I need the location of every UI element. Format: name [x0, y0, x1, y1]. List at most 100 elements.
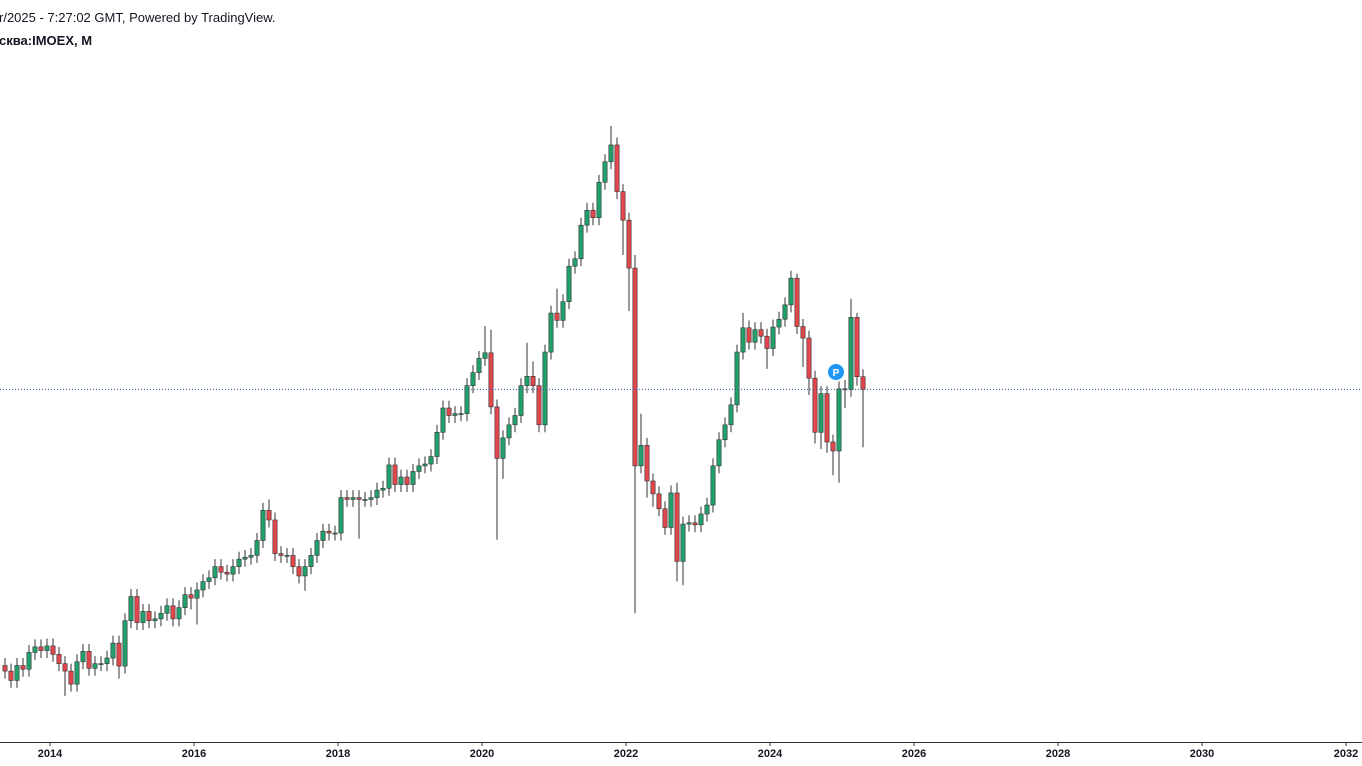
candle-body	[728, 404, 734, 426]
candle-body	[152, 618, 158, 622]
candle-body	[344, 497, 350, 500]
candle-body	[386, 464, 392, 489]
candle-body	[860, 376, 866, 390]
candle-body	[614, 144, 620, 192]
candle-body	[692, 522, 698, 526]
candle-body	[530, 376, 536, 386]
candle-body	[752, 329, 758, 343]
candle-body	[218, 566, 224, 573]
candle-body	[656, 493, 662, 510]
candle-body	[338, 497, 344, 534]
x-tick-label: 2026	[902, 748, 926, 760]
candle-body	[518, 385, 524, 416]
x-tick-label: 2014	[38, 748, 63, 760]
candle-body	[26, 652, 32, 670]
candle-body	[296, 566, 302, 577]
candle-body	[764, 335, 770, 349]
candle-body	[536, 385, 542, 426]
candle-body	[2, 665, 8, 672]
candle-body	[332, 532, 338, 535]
candle-body	[572, 258, 578, 267]
candle-body	[404, 476, 410, 485]
candle-body	[758, 329, 764, 337]
candle-body	[776, 318, 782, 328]
candle-body	[422, 463, 428, 467]
candle-body	[458, 413, 464, 415]
candle-body	[14, 665, 20, 681]
candle-body	[770, 326, 776, 349]
candle-body	[566, 265, 572, 302]
candle-body	[704, 504, 710, 515]
candle-body	[260, 509, 266, 541]
candle-body	[236, 558, 242, 567]
candle-body	[182, 594, 188, 608]
candle-body	[590, 209, 596, 219]
candle-body	[164, 605, 170, 614]
candle-body	[38, 646, 44, 651]
candle-body	[128, 596, 134, 622]
candle-body	[104, 657, 110, 664]
candle-body	[116, 642, 122, 667]
candle-body	[584, 209, 590, 226]
candle-body	[620, 191, 626, 221]
header-text: r/2025 - 7:27:02 GMT, Powered by Trading…	[0, 10, 276, 25]
candle-body	[398, 476, 404, 485]
candle-body	[434, 431, 440, 457]
candle-body	[842, 388, 848, 391]
x-tick-label: 2030	[1190, 748, 1214, 760]
candle-body	[176, 607, 182, 620]
candle-body	[410, 471, 416, 485]
candle-body	[494, 406, 500, 459]
candle-body	[560, 301, 566, 321]
candle-body	[368, 497, 374, 500]
candle-body	[212, 566, 218, 579]
candle-body	[824, 393, 830, 443]
candle-body	[248, 555, 254, 558]
candle-body	[470, 372, 476, 386]
candle-body	[188, 594, 194, 599]
candle-body	[350, 497, 356, 500]
candle-body	[638, 445, 644, 467]
candle-body	[194, 589, 200, 599]
candle-body	[206, 577, 212, 582]
candle-body	[830, 441, 836, 452]
candle-body	[500, 437, 506, 459]
marker-label: P	[833, 368, 840, 379]
candle-body	[602, 161, 608, 183]
x-tick-label: 2032	[1334, 748, 1358, 760]
candle-body	[80, 651, 86, 663]
candle-body	[428, 456, 434, 465]
candle-body	[50, 645, 56, 655]
candle-body	[392, 464, 398, 485]
candle-body	[464, 385, 470, 414]
candle-body	[836, 388, 842, 452]
candle-body	[644, 445, 650, 482]
candle-body	[122, 620, 128, 667]
candle-body	[326, 530, 332, 534]
candle-body	[854, 317, 860, 377]
x-tick-label: 2022	[614, 748, 638, 760]
candle-body	[362, 499, 368, 501]
candle-body	[662, 508, 668, 528]
candle-body	[380, 487, 386, 491]
x-tick-label: 2020	[470, 748, 494, 760]
candle-body	[740, 327, 746, 353]
candle-body	[20, 665, 26, 670]
x-tick-label: 2028	[1046, 748, 1070, 760]
candle-body	[506, 424, 512, 439]
candle-body	[8, 670, 14, 681]
candle-body	[242, 556, 248, 560]
candle-body	[476, 358, 482, 373]
candle-body	[68, 670, 74, 685]
candle-body	[686, 522, 692, 525]
candle-body	[308, 555, 314, 567]
candle-body	[314, 540, 320, 556]
candle-body	[290, 555, 296, 567]
candle-body	[608, 144, 614, 163]
candle-body	[650, 480, 656, 495]
candle-body	[146, 611, 152, 622]
candle-body	[374, 489, 380, 498]
candle-body	[272, 519, 278, 554]
